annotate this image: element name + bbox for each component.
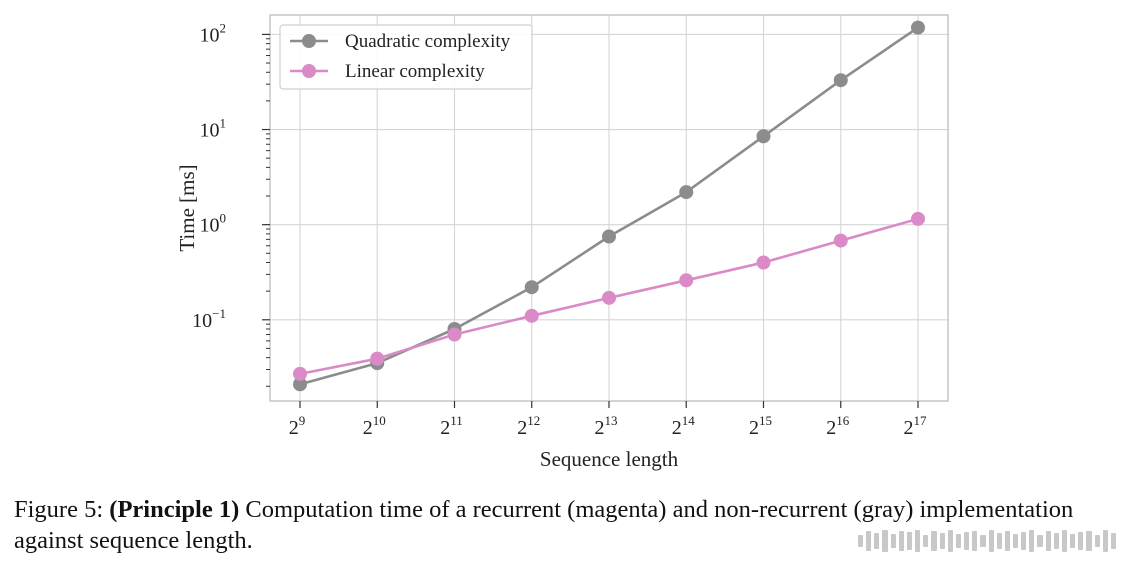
data-point-0 [524, 280, 539, 295]
line-chart: 29 210 211 212 213 214 215 216 21710−1100101102 … [175, 14, 949, 471]
legend: Quadratic complexity Linear complexity [279, 24, 533, 90]
data-point-1 [602, 290, 616, 305]
data-point-0 [679, 185, 694, 200]
data-point-1 [370, 351, 385, 366]
legend-box [279, 24, 533, 90]
figure-caption: Figure 5: (Principle 1) Computation time… [14, 494, 1114, 556]
caption-bold: (Principle 1) [109, 496, 240, 523]
x-tick-label: 210 [363, 413, 386, 439]
y-tick-label: 100 [200, 211, 227, 237]
series-layer [293, 20, 925, 392]
data-point-1 [756, 255, 771, 270]
y-tick-label: 10−1 [192, 306, 226, 332]
x-tick-label: 29 [289, 413, 306, 439]
y-tick-label: 101 [200, 116, 227, 142]
data-point-0 [756, 129, 771, 144]
data-point-1 [679, 273, 694, 288]
watermark [858, 528, 1116, 554]
x-tick-label: 212 [517, 413, 540, 439]
caption-prefix: Figure 5: [14, 496, 110, 523]
data-point-1 [447, 327, 462, 342]
x-tick-label: 214 [672, 413, 696, 439]
data-point-1 [524, 308, 539, 323]
axis-ticks: 29 210 211 212 213 214 215 216 217 10−1 100 101 102 [192, 20, 927, 439]
caption-text: Computation time of a recurrent (magenta… [14, 496, 1074, 554]
data-point-0 [911, 20, 925, 35]
x-tick-label: 213 [595, 413, 618, 439]
legend-label-quadratic: Quadratic complexity [345, 31, 511, 52]
data-point-0 [833, 73, 848, 88]
x-tick-label: 216 [826, 413, 850, 439]
y-axis-label: Time [ms] [175, 164, 199, 251]
legend-label-linear: Linear complexity [345, 61, 485, 82]
x-axis-label: Sequence length [540, 447, 679, 471]
data-point-1 [293, 366, 307, 381]
data-point-0 [293, 377, 307, 392]
data-point-0 [602, 229, 616, 244]
x-tick-label: 215 [749, 413, 772, 439]
legend-marker-quadratic [302, 34, 316, 48]
data-point-1 [833, 233, 848, 248]
x-tick-label: 211 [440, 413, 463, 439]
data-point-1 [911, 211, 925, 226]
y-tick-label: 102 [200, 20, 227, 46]
legend-marker-linear [302, 64, 316, 78]
x-tick-label: 217 [904, 413, 928, 439]
